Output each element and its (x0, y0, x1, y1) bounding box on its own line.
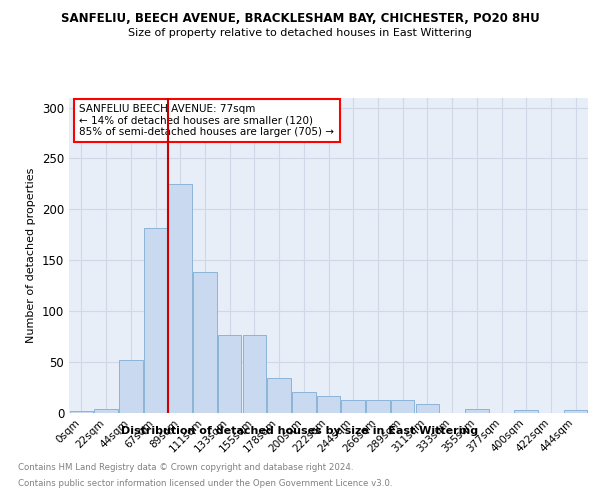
Text: Distribution of detached houses by size in East Wittering: Distribution of detached houses by size … (121, 426, 479, 436)
Bar (193, 272, 217, 412)
Bar (317, 396, 340, 412)
Bar (144, 228, 167, 412)
Bar (169, 184, 192, 412)
Bar (119, 360, 143, 412)
Bar (366, 400, 389, 412)
Bar (94, 410, 118, 412)
Bar (465, 410, 488, 412)
Bar (218, 336, 241, 412)
Text: SANFELIU, BEECH AVENUE, BRACKLESHAM BAY, CHICHESTER, PO20 8HU: SANFELIU, BEECH AVENUE, BRACKLESHAM BAY,… (61, 12, 539, 26)
Bar (391, 400, 415, 412)
Bar (564, 410, 587, 412)
Bar (341, 400, 365, 412)
Text: Contains public sector information licensed under the Open Government Licence v3: Contains public sector information licen… (18, 478, 392, 488)
Text: Size of property relative to detached houses in East Wittering: Size of property relative to detached ho… (128, 28, 472, 38)
Bar (242, 336, 266, 412)
Y-axis label: Number of detached properties: Number of detached properties (26, 168, 37, 342)
Text: SANFELIU BEECH AVENUE: 77sqm
← 14% of detached houses are smaller (120)
85% of s: SANFELIU BEECH AVENUE: 77sqm ← 14% of de… (79, 104, 334, 137)
Bar (416, 404, 439, 412)
Bar (268, 378, 291, 412)
Bar (292, 392, 316, 412)
Text: Contains HM Land Registry data © Crown copyright and database right 2024.: Contains HM Land Registry data © Crown c… (18, 462, 353, 471)
Bar (514, 410, 538, 412)
